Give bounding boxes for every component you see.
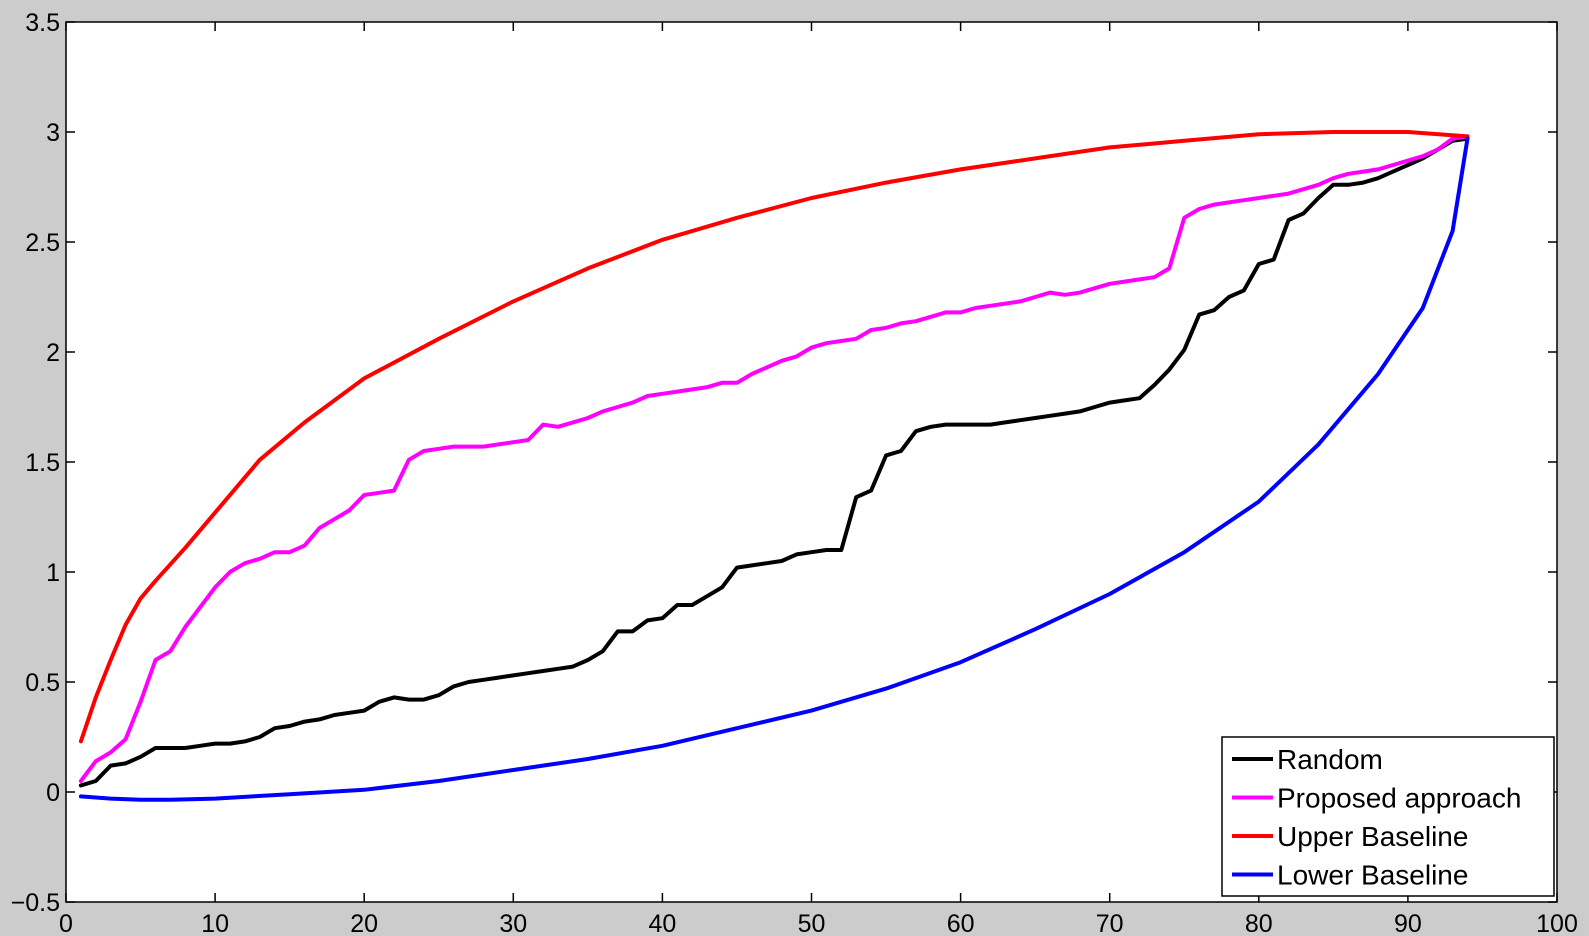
legend-box xyxy=(1221,736,1555,897)
series-line-upper-baseline xyxy=(78,130,1470,744)
legend-label-proposed-approach: Proposed approach xyxy=(1277,783,1521,814)
x-tick-label: 50 xyxy=(798,910,826,936)
axis-ticks xyxy=(65,21,1558,903)
x-tick-label: 20 xyxy=(350,910,378,936)
y-tick-label: 1 xyxy=(46,559,60,587)
y-tick-label: 0.5 xyxy=(25,669,60,697)
x-tick-label: 10 xyxy=(201,910,229,936)
series-line-random xyxy=(78,136,1470,788)
x-tick-label: 70 xyxy=(1096,910,1124,936)
x-tick-label: 30 xyxy=(499,910,527,936)
x-tick-label: 80 xyxy=(1245,910,1273,936)
y-tick-label: 3.5 xyxy=(25,9,60,37)
y-tick-label: 3 xyxy=(46,119,60,147)
y-tick-label: −0.5 xyxy=(11,889,60,917)
x-tick-label: 0 xyxy=(59,910,73,936)
y-tick-label: 2 xyxy=(46,339,60,367)
series-line-proposed-approach xyxy=(78,134,1470,783)
series-line-lower-baseline xyxy=(78,136,1470,802)
series-lines xyxy=(78,130,1470,802)
y-tick-label: 1.5 xyxy=(25,449,60,477)
x-tick-label: 90 xyxy=(1394,910,1422,936)
x-tick-label: 60 xyxy=(947,910,975,936)
y-tick-label: 2.5 xyxy=(25,229,60,257)
axis-tick-labels: 0 10 20 30 40 50 60 70 80 90 100−0.500.511.522.533… xyxy=(11,9,1578,936)
legend-label-upper-baseline: Upper Baseline xyxy=(1277,821,1468,852)
legend-label-lower-baseline: Lower Baseline xyxy=(1277,860,1468,891)
x-tick-label: 40 xyxy=(648,910,676,936)
x-tick-label: 100 xyxy=(1536,910,1578,936)
y-tick-label: 0 xyxy=(46,779,60,807)
legend-label-random: Random xyxy=(1277,744,1383,775)
legend: Random Proposed approach Upper Baseline Low… xyxy=(1221,736,1555,897)
